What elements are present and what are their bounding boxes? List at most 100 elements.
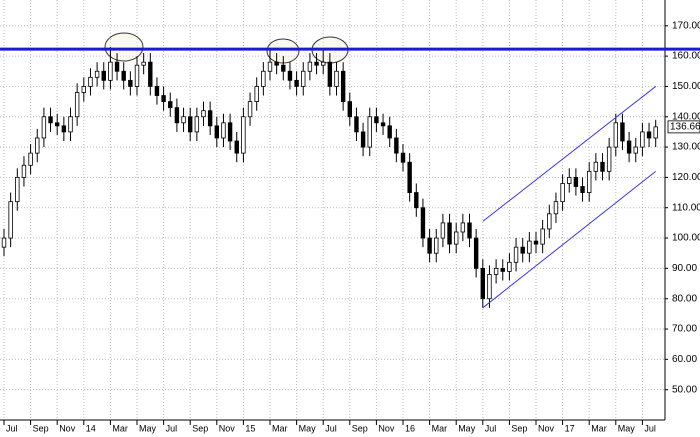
- candle-body: [161, 95, 166, 102]
- candle-body: [88, 76, 93, 87]
- candle-body: [626, 140, 632, 154]
- candle-body: [1, 237, 7, 248]
- last-price-label: 136.66: [670, 122, 700, 133]
- candle-body: [414, 192, 419, 209]
- x-tick-label: Jul: [166, 423, 178, 433]
- candle-body: [473, 237, 479, 269]
- candle-body: [168, 101, 173, 109]
- candle-body: [28, 152, 33, 166]
- y-tick-label: 90.00: [672, 263, 697, 274]
- candle-body: [35, 137, 40, 154]
- x-tick-label: Mar: [432, 423, 448, 433]
- y-tick-label: 70.00: [672, 324, 697, 335]
- candle-body: [81, 86, 86, 93]
- candle-body: [320, 61, 326, 66]
- candle-body: [587, 170, 592, 193]
- candle-body: [360, 131, 366, 148]
- candle-body: [447, 222, 452, 245]
- candle-body: [434, 237, 439, 254]
- candle-body: [374, 116, 379, 124]
- candle-body: [347, 101, 352, 118]
- candle-body: [227, 122, 233, 142]
- y-tick-label: 100.00: [672, 233, 700, 244]
- x-tick-label: Nov: [59, 423, 76, 433]
- candle-body: [500, 267, 505, 272]
- ellipse: [104, 32, 144, 62]
- candle-body: [640, 131, 645, 148]
- candle-body: [513, 246, 519, 263]
- candle-body: [394, 137, 399, 154]
- candle-body: [427, 237, 432, 254]
- y-tick-label: 170.00: [672, 20, 700, 31]
- candle-body: [407, 161, 412, 193]
- x-tick-label: Nov: [219, 423, 236, 433]
- x-tick-label: Jul: [325, 423, 337, 433]
- channel-line: [482, 86, 657, 222]
- x-tick-label: Jul: [485, 423, 497, 433]
- candle-body: [141, 61, 146, 66]
- candle-body: [480, 267, 485, 300]
- x-tick-label: Mar: [591, 423, 607, 433]
- y-tick-label: 150.00: [672, 81, 700, 92]
- x-tick-label: Sep: [352, 423, 368, 433]
- candle-body: [241, 116, 246, 154]
- candle-body: [74, 92, 80, 118]
- candle-body: [340, 70, 346, 102]
- candle-body: [207, 110, 213, 127]
- candle-body: [633, 146, 638, 154]
- candle-body: [420, 207, 426, 239]
- candle-body: [334, 70, 339, 87]
- x-tick-label: Nov: [378, 423, 395, 433]
- candle-body: [307, 61, 313, 72]
- candle-body: [646, 131, 652, 139]
- x-tick-label: Jul: [6, 423, 18, 433]
- candle-body: [281, 64, 286, 72]
- candle-body: [573, 177, 579, 187]
- candle-body: [567, 177, 572, 184]
- y-tick-label: 120.00: [672, 172, 700, 183]
- candle-body: [94, 70, 100, 78]
- candle-body: [287, 70, 293, 81]
- candle-body: [354, 116, 359, 133]
- candle-body: [507, 261, 512, 272]
- y-tick-label: 60.00: [672, 354, 697, 365]
- candle-body: [41, 116, 47, 139]
- candle-body: [148, 61, 153, 87]
- candle-body: [487, 274, 492, 300]
- candle-body: [547, 213, 552, 230]
- candle-body: [653, 126, 658, 139]
- candle-body: [201, 110, 206, 118]
- candle-body: [593, 161, 599, 172]
- x-tick-label: May: [618, 423, 636, 433]
- candle-body: [48, 116, 53, 124]
- candle-body: [580, 186, 585, 193]
- candle-body: [493, 267, 499, 275]
- candle-body: [400, 152, 406, 163]
- candle-body: [121, 70, 126, 81]
- candle-body: [108, 61, 113, 81]
- y-tick-label: 140.00: [672, 111, 700, 122]
- candle-body: [327, 61, 333, 87]
- candle-body: [194, 116, 200, 133]
- candle-body: [540, 228, 545, 245]
- candle-body: [55, 122, 60, 127]
- x-tick-label: Mar: [112, 423, 128, 433]
- candle-body: [154, 86, 160, 96]
- y-tick-label: 80.00: [672, 293, 697, 304]
- candle-body: [387, 125, 392, 139]
- candle-body: [560, 183, 565, 203]
- candle-body: [21, 164, 27, 178]
- x-tick-label: 17: [565, 423, 575, 433]
- candle-body: [234, 140, 239, 154]
- x-tick-label: Sep: [511, 423, 527, 433]
- candle-body: [254, 86, 259, 102]
- candle-body: [613, 122, 618, 148]
- candle-body: [114, 61, 120, 72]
- candle-body: [134, 64, 140, 87]
- candle-body: [460, 222, 466, 233]
- candle-body: [181, 116, 186, 124]
- candle-body: [187, 116, 193, 133]
- candle-body: [301, 70, 306, 87]
